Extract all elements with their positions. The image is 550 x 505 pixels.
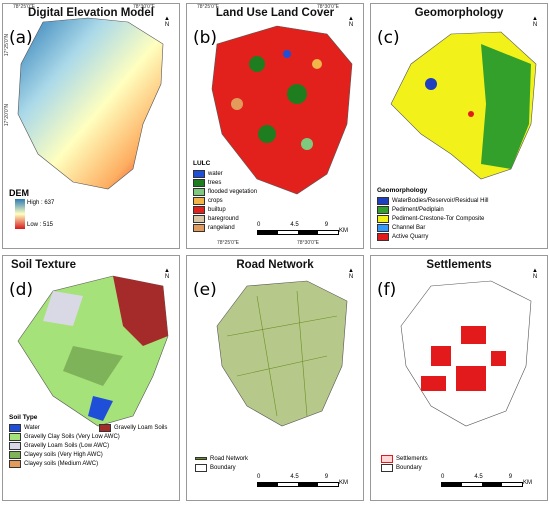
soil-legend: Soil Type Water Gravelly Clay Soils (Ver…	[9, 414, 120, 468]
road-legend: Road Network Boundary	[195, 454, 248, 472]
north-arrow-icon: ▲ N	[532, 16, 538, 28]
lon-label: 78°25'0"E	[217, 240, 239, 246]
dem-legend: DEM	[9, 188, 29, 198]
lon-label: 78°25'0"E	[13, 4, 35, 10]
panel-label: (a)	[9, 28, 33, 48]
panel-title: Road Network	[236, 259, 314, 271]
dem-high: High : 637	[27, 200, 55, 206]
lulc-map	[211, 25, 353, 195]
panel-geomorphology: Geomorphology (c) ▲ N Geomorphology Water…	[370, 3, 548, 249]
lon-label: 78°30'0"E	[317, 4, 339, 10]
dem-map	[15, 17, 164, 229]
panel-label: (d)	[9, 280, 34, 300]
north-arrow-icon: ▲ N	[532, 268, 538, 280]
settlement-map	[400, 280, 532, 427]
panel-dem: Digital Elevation Model (a) 78°25'0"E 78…	[2, 3, 180, 249]
panel-title: Digital Elevation Model	[28, 7, 154, 19]
north-arrow-icon: ▲ N	[348, 16, 354, 28]
scale-bar: 0 4.5 9 KM	[257, 474, 348, 487]
panel-settlements: Settlements (f) ▲ N Settlements Boundary …	[370, 255, 548, 501]
panel-label: (c)	[377, 28, 400, 48]
panel-title: Settlements	[426, 259, 492, 271]
lon-label: 78°30'0"E	[133, 4, 155, 10]
panel-title: Geomorphology	[414, 7, 504, 19]
panel-soil-texture: Soil Texture (d) ▲ N Soil Type Water Grav…	[2, 255, 180, 501]
north-arrow-icon: ▲ N	[348, 268, 354, 280]
dem-low: Low : 515	[27, 222, 54, 228]
panel-label: (e)	[193, 280, 217, 300]
panel-label: (f)	[377, 280, 397, 300]
panel-lulc: Land Use Land Cover (b) 78°25'0"E 78°30'…	[186, 3, 364, 249]
soil-map	[17, 275, 169, 427]
panel-label: (b)	[193, 28, 218, 48]
geomorph-map	[390, 31, 537, 180]
geomorph-legend: Geomorphology WaterBodies/Reservoir/Resi…	[377, 187, 489, 241]
scale-bar: 0 4.5 9 KM	[441, 474, 532, 487]
soil-legend-extra: Gravelly Loam Soils	[99, 423, 167, 432]
lulc-legend: LULC water trees flooded vegetation crop…	[193, 160, 258, 232]
north-arrow-icon: ▲ N	[164, 16, 170, 28]
lon-label: 78°30'0"E	[297, 240, 319, 246]
panel-title: Land Use Land Cover	[215, 7, 335, 19]
panel-road-network: Road Network (e) ▲ N Road Network Boundar…	[186, 255, 364, 501]
scale-bar: 0 4.5 9 KM	[257, 222, 348, 235]
panel-title: Soil Texture	[11, 259, 76, 271]
lon-label: 78°25'0"E	[197, 4, 219, 10]
north-arrow-icon: ▲ N	[164, 268, 170, 280]
road-map	[216, 280, 348, 427]
settlement-legend: Settlements Boundary	[381, 454, 428, 472]
